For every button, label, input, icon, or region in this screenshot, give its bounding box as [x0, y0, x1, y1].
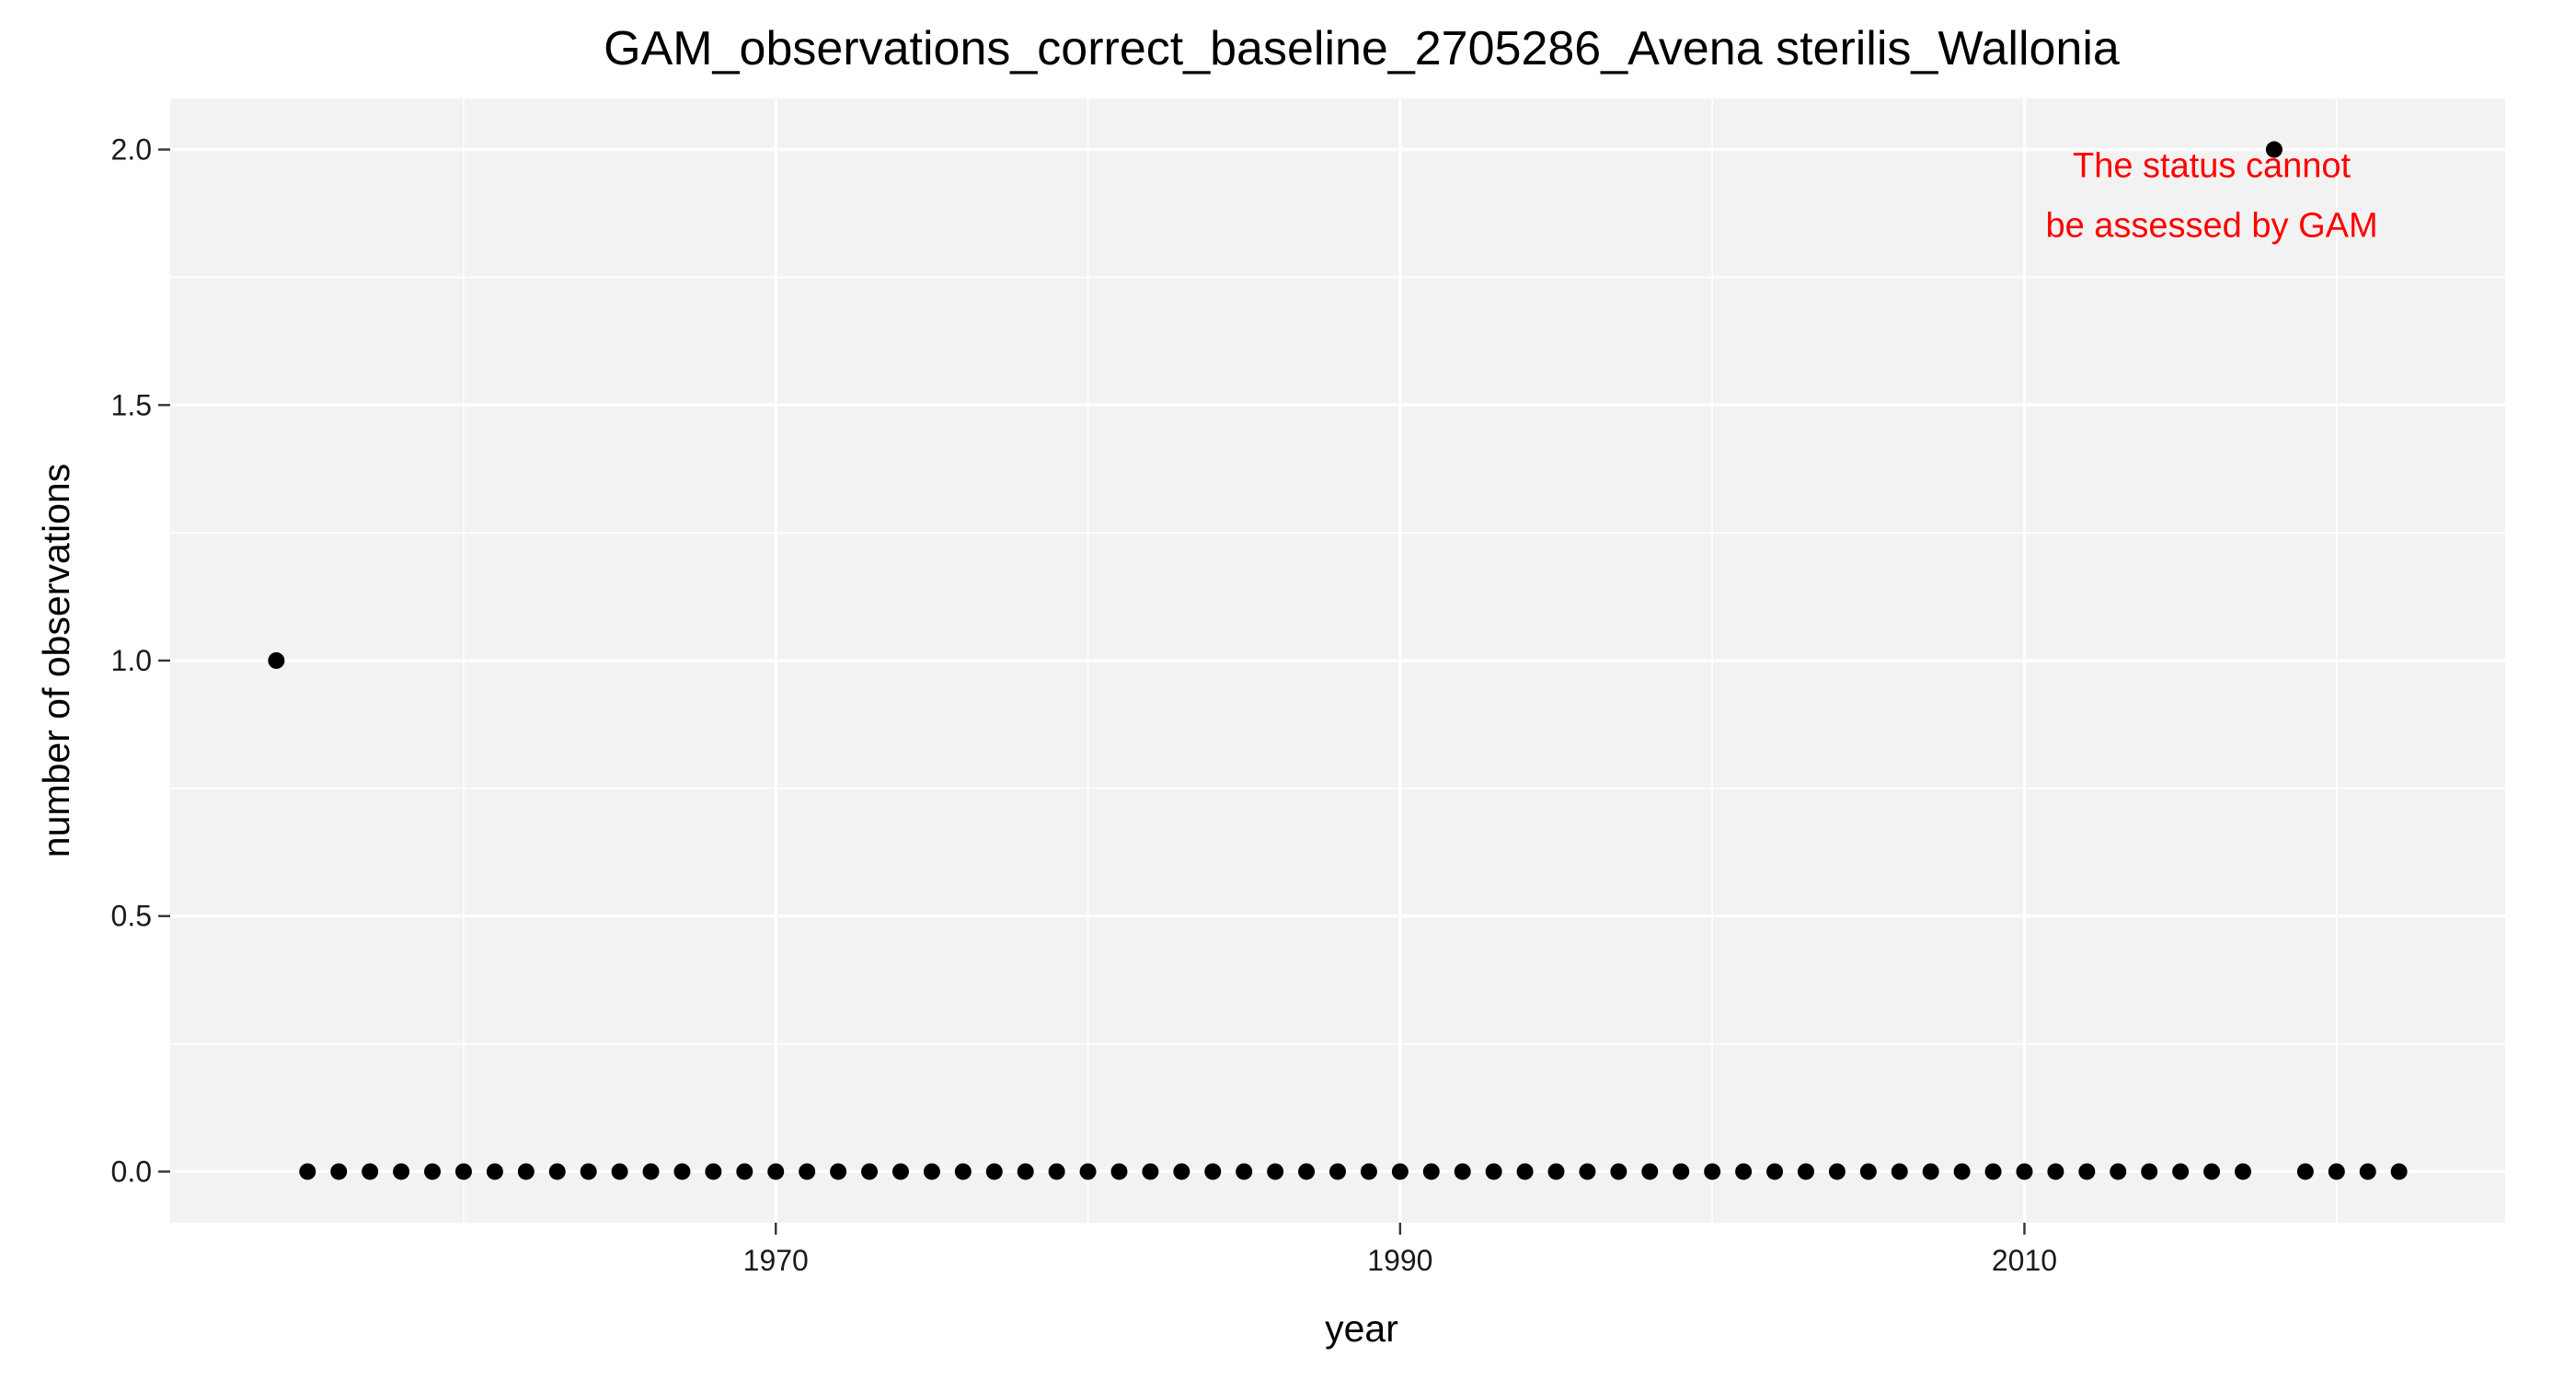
x-axis-title: year	[1325, 1307, 1398, 1350]
data-point	[2390, 1163, 2408, 1180]
data-point	[1454, 1163, 1471, 1180]
data-point	[985, 1163, 1003, 1180]
data-point	[736, 1163, 753, 1180]
y-tick-label: 0.5	[111, 900, 152, 933]
data-point	[362, 1163, 379, 1180]
data-point	[2047, 1163, 2064, 1180]
data-point	[799, 1163, 816, 1180]
data-point	[1797, 1163, 1814, 1180]
x-axis: 1970 1990 2010	[743, 1223, 2057, 1277]
data-point	[454, 1163, 472, 1180]
data-point	[2078, 1163, 2096, 1180]
data-point	[1516, 1163, 1534, 1180]
data-point	[580, 1163, 597, 1180]
data-point	[1329, 1163, 1346, 1180]
data-point	[1079, 1163, 1097, 1180]
data-point	[1984, 1163, 2002, 1180]
y-tick-label: 1.5	[111, 388, 152, 421]
x-tick-label: 2010	[1992, 1244, 2057, 1277]
data-point	[1204, 1163, 1222, 1180]
data-point	[1142, 1163, 1159, 1180]
data-point	[2172, 1163, 2190, 1180]
data-point	[2359, 1163, 2376, 1180]
data-point	[486, 1163, 503, 1180]
data-point	[2328, 1163, 2345, 1180]
data-point	[1673, 1163, 1690, 1180]
data-point	[1922, 1163, 1939, 1180]
status-annotation: The status cannot be assessed by GAM	[2045, 147, 2377, 246]
data-point	[611, 1163, 628, 1180]
y-tick-label: 2.0	[111, 133, 152, 167]
data-point	[861, 1163, 879, 1180]
data-point	[2265, 141, 2283, 158]
data-point	[1485, 1163, 1502, 1180]
data-point	[891, 1163, 909, 1180]
data-point	[2141, 1163, 2158, 1180]
annotation-line: be assessed by GAM	[2045, 207, 2377, 246]
data-point	[1547, 1163, 1565, 1180]
data-point	[2110, 1163, 2127, 1180]
data-point	[923, 1163, 940, 1180]
data-point	[1828, 1163, 1846, 1180]
data-point	[767, 1163, 785, 1180]
data-point	[2016, 1163, 2033, 1180]
data-point	[705, 1163, 722, 1180]
data-point	[673, 1163, 691, 1180]
data-point	[954, 1163, 972, 1180]
data-point	[1422, 1163, 1440, 1180]
data-point	[1766, 1163, 1784, 1180]
data-point	[1891, 1163, 1908, 1180]
y-tick-label: 1.0	[111, 644, 152, 677]
chart-title: GAM_observations_correct_baseline_270528…	[604, 22, 2120, 75]
data-point	[1641, 1163, 1659, 1180]
data-point	[517, 1163, 535, 1180]
data-point	[299, 1163, 316, 1180]
data-point	[1360, 1163, 1377, 1180]
data-point	[1173, 1163, 1190, 1180]
data-point	[1048, 1163, 1065, 1180]
x-tick-label: 1970	[743, 1244, 809, 1277]
data-point	[830, 1163, 847, 1180]
data-point	[1110, 1163, 1128, 1180]
y-axis-title: number of observations	[35, 464, 77, 857]
data-points	[268, 141, 2408, 1180]
data-point	[1579, 1163, 1596, 1180]
data-point	[2296, 1163, 2314, 1180]
data-point	[548, 1163, 566, 1180]
data-point	[1859, 1163, 1877, 1180]
data-point	[1236, 1163, 1253, 1180]
x-tick-label: 1990	[1367, 1244, 1432, 1277]
data-point	[2234, 1163, 2251, 1180]
data-point	[1391, 1163, 1409, 1180]
data-point	[1610, 1163, 1627, 1180]
data-point	[1267, 1163, 1284, 1180]
data-point	[2203, 1163, 2221, 1180]
y-axis: 0.0 0.5 1.0 1.5 2.0	[111, 133, 170, 1188]
data-point	[1735, 1163, 1753, 1180]
data-point	[1953, 1163, 1971, 1180]
y-tick-label: 0.0	[111, 1155, 152, 1188]
data-point	[1704, 1163, 1721, 1180]
data-point	[330, 1163, 348, 1180]
data-point	[1017, 1163, 1034, 1180]
data-point	[424, 1163, 442, 1180]
data-point	[268, 652, 285, 669]
data-point	[393, 1163, 410, 1180]
data-point	[642, 1163, 660, 1180]
annotation-line: The status cannot	[2073, 147, 2352, 186]
data-point	[1298, 1163, 1316, 1180]
